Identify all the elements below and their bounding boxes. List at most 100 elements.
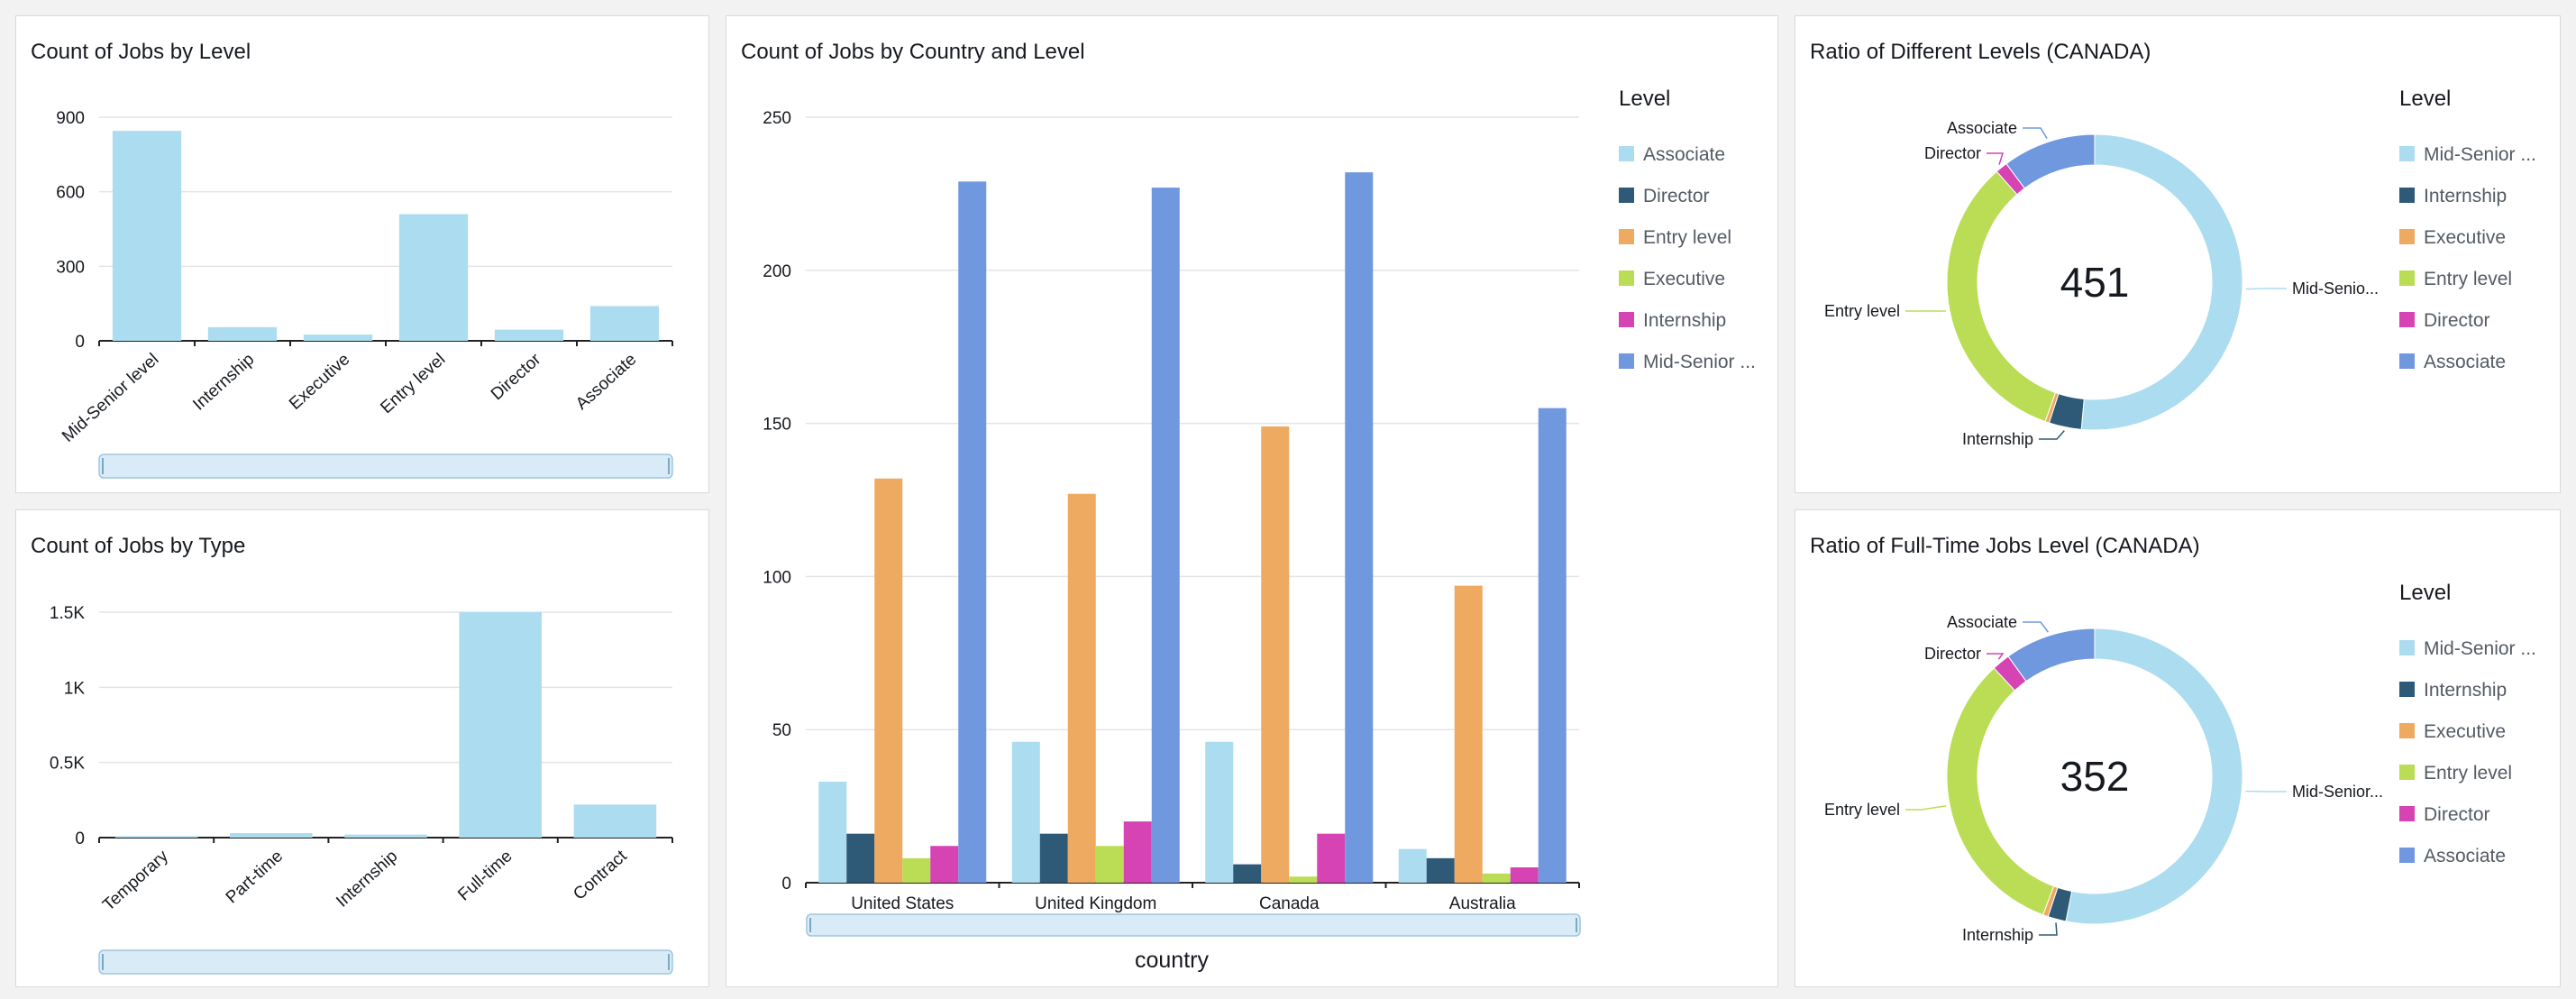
x-tick-label: Mid-Senior level — [59, 350, 162, 446]
x-tick-label: Australia — [1449, 894, 1516, 913]
legend-swatch — [2399, 229, 2415, 244]
scrollbar[interactable] — [806, 913, 1581, 937]
ratio-fulltime-canada-donut: Mid-Senior... Internship Entry level Direct… — [1824, 581, 2536, 944]
legend-swatch — [2399, 682, 2415, 697]
x-tick-label: Temporary — [99, 847, 172, 915]
donut-center-label: 451 — [2060, 259, 2130, 306]
bar — [1345, 172, 1374, 884]
bar — [112, 131, 182, 341]
y-tick-label: 150 — [763, 416, 791, 435]
y-tick-label: 0 — [781, 875, 791, 894]
slice-leader-line — [2039, 430, 2065, 440]
bar — [459, 612, 542, 838]
bar — [1039, 833, 1068, 883]
legend-label[interactable]: Entry level — [1643, 227, 1731, 248]
legend-label[interactable]: Associate — [1643, 144, 1725, 165]
slice-label: Internship — [1962, 430, 2033, 448]
scrollbar[interactable] — [98, 454, 673, 479]
slice-label: Director — [1924, 645, 1981, 663]
ratio-levels-canada-donut: Mid-Senio... Internship Entry level Directo… — [1824, 87, 2536, 448]
bar — [303, 335, 373, 341]
y-tick-label: 100 — [763, 568, 791, 587]
legend-swatch — [2399, 188, 2415, 203]
legend-label[interactable]: Entry level — [2424, 269, 2512, 289]
slice-leader-line — [1987, 653, 2005, 660]
slice-label: Internship — [1962, 926, 2033, 944]
bar — [1067, 493, 1096, 883]
legend-label[interactable]: Director — [1643, 186, 1710, 206]
legend-label[interactable]: Executive — [1643, 269, 1725, 289]
donut-slice — [2065, 628, 2243, 925]
bar — [230, 833, 313, 838]
legend-label[interactable]: Entry level — [2424, 763, 2512, 784]
slice-leader-line — [2023, 621, 2049, 633]
donut-center-label: 352 — [2060, 753, 2130, 800]
legend-swatch — [2399, 146, 2415, 161]
bar — [1151, 188, 1180, 883]
donut-slice — [2005, 133, 2096, 189]
legend-swatch — [1619, 229, 1634, 244]
donut-slice — [1946, 667, 2055, 916]
bar — [1510, 867, 1539, 883]
slice-label: Associate — [1947, 119, 2017, 137]
slice-leader-line — [1905, 805, 1947, 811]
legend-label[interactable]: Executive — [2424, 227, 2506, 248]
slice-leader-line — [2245, 790, 2287, 793]
bar — [1398, 848, 1427, 883]
legend-label[interactable]: Mid-Senior ... — [2424, 638, 2536, 659]
legend-swatch — [1619, 270, 1634, 286]
slice-leader-line — [2023, 127, 2048, 139]
legend-swatch — [1619, 353, 1634, 369]
bar — [1095, 846, 1124, 883]
slice-label: Director — [1924, 144, 1981, 162]
legend-label[interactable]: Internship — [1643, 310, 1726, 331]
bar — [902, 857, 931, 883]
bar — [589, 306, 660, 341]
legend-label[interactable]: Director — [2424, 310, 2490, 331]
donut-slice — [2007, 628, 2096, 683]
chart-title: Count of Jobs by Type — [31, 534, 246, 558]
x-tick-label: Associate — [572, 350, 640, 414]
x-axis-label: country — [1135, 948, 1209, 973]
panel-jobs-by-type: Count of Jobs by Type 0 0.5K 1K 1.5K Tempora… — [15, 509, 709, 987]
legend-label[interactable]: Director — [2424, 804, 2490, 825]
legend-swatch — [2399, 312, 2415, 327]
y-tick-label: 250 — [763, 109, 791, 128]
legend-swatch — [2399, 723, 2415, 738]
legend-title: Level — [2399, 581, 2451, 605]
bar — [1482, 873, 1511, 883]
bar — [398, 214, 469, 341]
bar — [1233, 864, 1262, 883]
legend-label[interactable]: Mid-Senior ... — [2424, 144, 2536, 165]
legend-title: Level — [1619, 87, 1670, 111]
legend-swatch — [1619, 188, 1634, 203]
legend-label[interactable]: Mid-Senior ... — [1643, 352, 1756, 372]
legend-label[interactable]: Executive — [2424, 721, 2506, 742]
slice-label: Entry level — [1824, 302, 1900, 320]
panel-jobs-by-level: Count of Jobs by Level 0 300 600 900 Mid-Sen… — [15, 15, 709, 493]
y-tick-label: 900 — [56, 109, 85, 128]
bar — [958, 181, 987, 884]
slice-label: Mid-Senior... — [2292, 783, 2383, 801]
legend-label[interactable]: Associate — [2424, 846, 2506, 866]
legend-label[interactable]: Internship — [2424, 680, 2507, 701]
bar — [930, 846, 959, 883]
slice-leader-line — [1987, 152, 2005, 165]
y-tick-label: 600 — [56, 184, 85, 203]
panel-ratio-levels-canada: Ratio of Different Levels (CANADA) Mid-S… — [1795, 15, 2561, 493]
x-tick-label: Internship — [189, 350, 258, 414]
bar — [1317, 833, 1346, 883]
scrollbar[interactable] — [98, 949, 673, 975]
slice-label: Associate — [1947, 613, 2017, 631]
legend-label[interactable]: Internship — [2424, 186, 2507, 206]
x-tick-label: United Kingdom — [1035, 894, 1156, 913]
y-tick-label: 0.5K — [50, 755, 85, 774]
y-tick-label: 1.5K — [50, 604, 85, 623]
legend-swatch — [2399, 353, 2415, 369]
x-tick-label: Contract — [570, 847, 631, 904]
legend-swatch — [2399, 806, 2415, 821]
bar — [494, 329, 564, 341]
legend-label[interactable]: Associate — [2424, 352, 2506, 372]
y-tick-label: 1K — [64, 679, 86, 698]
y-tick-label: 200 — [763, 262, 791, 281]
